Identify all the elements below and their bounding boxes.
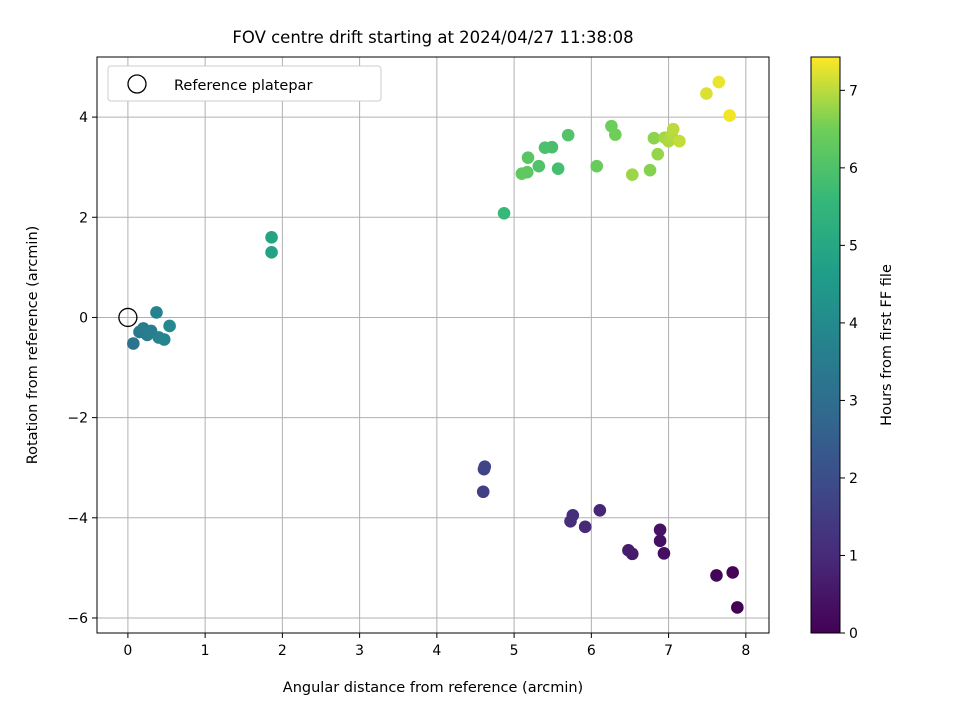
data-point xyxy=(653,523,667,537)
data-point xyxy=(265,231,278,244)
colorbar-tick-label: 1 xyxy=(849,548,858,564)
data-point xyxy=(163,319,176,333)
data-point xyxy=(712,75,726,89)
data-point xyxy=(127,337,140,350)
grid xyxy=(97,57,769,633)
y-axis: −6 −4 −2 0 2 4 xyxy=(67,110,97,627)
data-point xyxy=(622,544,635,557)
data-point xyxy=(673,134,686,148)
data-point xyxy=(497,206,511,220)
data-point xyxy=(532,159,546,173)
data-point xyxy=(723,109,736,122)
data-point xyxy=(625,168,639,182)
x-tick-label: 8 xyxy=(741,643,750,659)
colorbar-tick-label: 0 xyxy=(849,626,858,642)
data-point xyxy=(265,246,278,259)
data-points xyxy=(127,75,744,614)
x-tick-label: 4 xyxy=(432,643,441,659)
legend-label: Reference platepar xyxy=(174,78,312,94)
colorbar: 0 1 2 3 4 5 6 7 Hours from first FF file xyxy=(810,56,895,642)
colorbar-tick-label: 6 xyxy=(849,161,858,177)
data-point xyxy=(538,141,552,154)
plot-frame xyxy=(96,56,770,634)
colorbar-label: Hours from first FF file xyxy=(879,264,895,426)
y-tick-label: 2 xyxy=(79,210,88,226)
colorbar-ticks: 0 1 2 3 4 5 6 7 xyxy=(840,83,858,642)
data-point xyxy=(521,151,535,164)
y-tick-label: −4 xyxy=(67,511,88,527)
reference-point xyxy=(118,307,138,328)
reference-marker xyxy=(118,307,138,328)
x-tick-label: 6 xyxy=(587,643,596,659)
colorbar-tick-label: 2 xyxy=(849,471,858,487)
data-point xyxy=(653,534,667,548)
data-point xyxy=(726,566,739,579)
y-tick-label: −6 xyxy=(67,611,88,627)
y-tick-label: −2 xyxy=(67,411,88,427)
x-tick-label: 7 xyxy=(664,643,673,659)
data-point xyxy=(564,515,577,528)
data-point xyxy=(578,520,592,534)
legend-marker xyxy=(127,74,147,94)
legend: Reference platepar xyxy=(107,65,382,102)
data-point xyxy=(590,159,604,173)
legend-box xyxy=(107,65,382,102)
data-point xyxy=(700,87,713,100)
data-point xyxy=(476,485,490,499)
data-point xyxy=(515,167,529,181)
data-point xyxy=(593,503,607,517)
data-point xyxy=(608,128,622,141)
data-point xyxy=(157,333,171,346)
data-point xyxy=(710,569,723,582)
colorbar-tick-label: 7 xyxy=(849,83,858,99)
chart-title: FOV centre drift starting at 2024/04/27 … xyxy=(232,28,633,47)
x-axis-label: Angular distance from reference (arcmin) xyxy=(283,680,583,696)
y-tick-label: 0 xyxy=(79,310,88,326)
x-tick-label: 0 xyxy=(123,643,132,659)
data-point xyxy=(551,162,565,175)
x-tick-label: 3 xyxy=(355,643,364,659)
x-axis: 0 1 2 3 4 5 6 7 8 xyxy=(123,633,750,659)
x-tick-label: 2 xyxy=(278,643,287,659)
colorbar-tick-label: 3 xyxy=(849,393,858,409)
data-point xyxy=(731,601,744,614)
data-point xyxy=(666,122,680,136)
data-point xyxy=(657,547,671,560)
y-axis-label: Rotation from reference (arcmin) xyxy=(25,226,41,465)
data-point xyxy=(150,306,163,319)
data-point xyxy=(651,147,665,161)
data-point xyxy=(643,163,657,177)
data-point xyxy=(478,460,492,474)
x-tick-label: 5 xyxy=(510,643,519,659)
colorbar-tick-label: 4 xyxy=(849,316,858,332)
colorbar-tick-label: 5 xyxy=(849,238,858,254)
colorbar-scale xyxy=(810,56,841,634)
data-point xyxy=(561,128,575,142)
x-tick-label: 1 xyxy=(201,643,210,659)
y-tick-label: 4 xyxy=(79,110,88,126)
data-point xyxy=(647,131,661,145)
